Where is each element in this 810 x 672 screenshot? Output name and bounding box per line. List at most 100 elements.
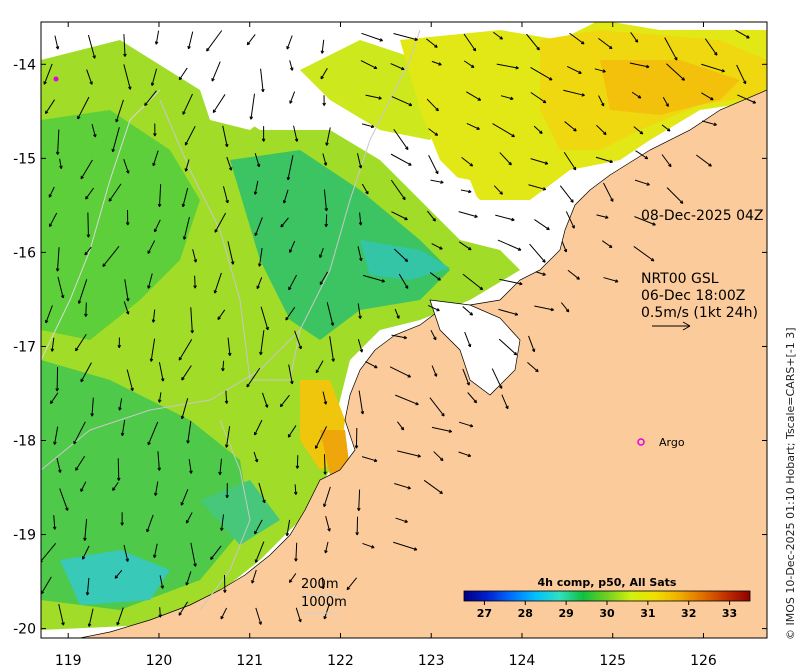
current-arrow [459,421,473,427]
current-arrow [227,337,231,356]
current-arrow-head [515,351,518,356]
current-arrow-head [646,64,650,68]
current-arrow [361,183,369,195]
current-arrow [121,419,126,436]
current-arrow [324,541,329,554]
current-arrow [41,542,57,562]
current-arrow-head [154,229,158,233]
current-arrow-head [280,404,284,408]
current-arrow-head [355,445,359,449]
current-arrow [737,94,756,104]
current-arrow-head [287,177,291,181]
current-arrow-head [382,279,385,282]
current-arrow-head [468,189,472,193]
current-arrow-head [186,520,190,524]
current-arrow [261,392,268,408]
current-arrow [695,154,712,167]
current-arrow-head [57,46,60,50]
copyright-note: © IMOS 10-Dec-2025 01:10 Hobart; Tscale=… [784,327,797,640]
current-arrow-head [315,370,320,374]
current-arrow [88,608,94,627]
current-arrow-head [102,264,106,267]
current-arrow [430,179,444,184]
current-arrow-head [567,308,570,312]
current-arrow-head [258,263,262,267]
current-arrow [346,577,357,591]
current-arrow-head [480,286,484,290]
current-arrow-head [206,49,210,52]
current-arrow-head [75,348,79,352]
current-arrow [260,68,264,92]
current-arrow [258,247,263,267]
current-arrow [598,37,613,50]
current-arrow [358,489,361,511]
current-arrow-head [610,159,613,163]
current-arrow [492,123,515,138]
colorbar-tick-label: 31 [640,607,655,620]
current-arrow-head [356,532,359,536]
current-arrow [56,458,61,473]
current-arrow-head [416,401,419,405]
current-arrow [157,451,160,471]
current-arrow [702,120,717,126]
current-arrow [430,329,437,341]
current-arrow-head [518,247,522,251]
current-arrow-head [326,207,329,212]
current-arrow-head [121,522,124,526]
current-arrow-head [182,204,186,208]
current-arrow [528,335,535,352]
current-arrow [91,123,96,138]
current-arrow [460,189,472,193]
current-arrow [147,240,156,254]
current-arrow-head [409,102,413,106]
plot-frame [40,21,768,639]
current-arrow [394,482,411,489]
current-arrow [152,150,159,166]
current-arrow-head [374,458,378,462]
current-arrow [499,152,512,166]
current-arrow-head [325,223,329,228]
current-arrow-head [283,200,287,204]
current-arrow [158,392,162,403]
current-arrow [295,607,302,623]
current-arrow-head [258,163,261,167]
current-arrow [534,219,550,231]
current-arrow [185,571,192,586]
current-arrow-head [324,616,327,620]
current-arrow-head [112,149,116,153]
colorbar-tick-label: 29 [558,607,573,620]
current-arrow-head [409,162,412,166]
current-arrow [289,573,297,583]
current-arrow-head [380,38,383,42]
current-arrow-head [288,435,292,438]
current-arrow [57,129,60,155]
current-arrow [185,512,193,524]
current-arrow [320,68,328,80]
current-arrow-head [547,226,550,230]
current-arrow-head [478,97,482,101]
current-arrow-head [150,358,154,362]
current-arrow [560,302,570,313]
current-arrow-head [94,134,97,138]
current-arrow [206,30,223,52]
current-arrow [319,271,329,285]
current-arrow-head [54,441,57,445]
current-arrow-head [247,43,251,46]
current-arrow-head [296,465,300,469]
current-arrow [391,96,412,106]
current-arrow-head [154,133,157,137]
current-arrow [326,302,334,326]
current-arrow-head [402,426,405,431]
current-arrow-head [321,50,325,54]
current-arrow [462,306,473,316]
current-arrow [190,307,193,334]
current-arrow-head [360,222,363,226]
land-mass [79,89,767,638]
current-arrow [155,30,160,45]
current-arrow-head [468,453,472,457]
current-arrow [329,336,335,362]
current-arrow-head [713,122,717,126]
current-arrow-head [225,444,229,448]
current-arrow-head [91,413,94,417]
y-tick-label: -20 [13,622,36,638]
